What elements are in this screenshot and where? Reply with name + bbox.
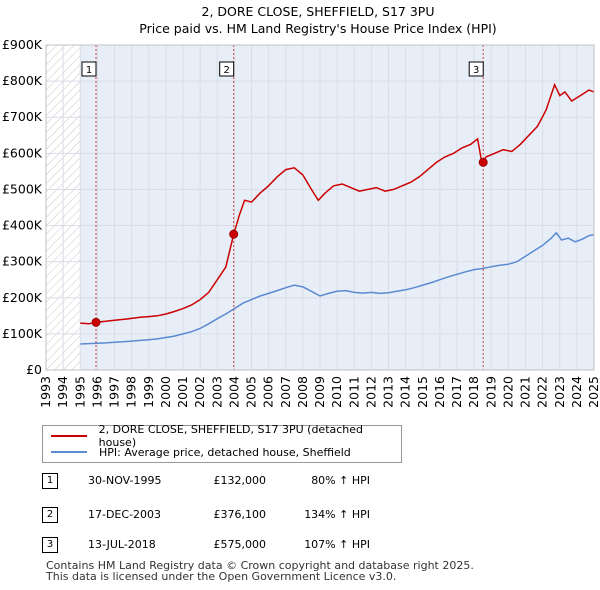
x-tick-label: 2016 xyxy=(432,376,447,408)
plot-border xyxy=(45,44,595,371)
legend-swatch-property xyxy=(51,435,87,437)
y-tick-label: £600K xyxy=(2,145,43,160)
sale-date: 30-NOV-1995 xyxy=(88,474,162,487)
legend-item-hpi: HPI: Average price, detached house, Shef… xyxy=(51,444,351,460)
hpi-series-line xyxy=(80,231,595,345)
table-row: 3 13-JUL-2018 £575,000 107% ↑ HPI xyxy=(0,534,600,556)
x-tick-label: 2014 xyxy=(398,376,413,408)
x-tick-label: 2006 xyxy=(261,376,276,408)
price-chart: 2, DORE CLOSE, SHEFFIELD, S17 3PU Price … xyxy=(2,4,600,408)
footer-line-2: This data is licensed under the Open Gov… xyxy=(46,570,397,583)
legend-label-property: 2, DORE CLOSE, SHEFFIELD, S17 3PU (detac… xyxy=(98,423,364,449)
y-tick-label: £300K xyxy=(2,254,43,269)
sale-hpi-change: 80% ↑ HPI xyxy=(311,474,370,487)
x-tick-label: 2022 xyxy=(535,376,550,408)
sale-label-text: 1 xyxy=(86,65,92,76)
sale-hpi-change: 107% ↑ HPI xyxy=(304,538,370,551)
sale-price: £376,100 xyxy=(213,508,267,521)
y-tick-label: £500K xyxy=(2,181,43,196)
x-tick-label: 1993 xyxy=(38,376,53,408)
x-tick-label: 2007 xyxy=(278,376,293,408)
sale-label-text: 2 xyxy=(224,65,230,76)
x-tick-label: 2021 xyxy=(518,376,533,408)
y-tick-label: £400K xyxy=(2,218,43,233)
footer-attribution: Contains HM Land Registry data © Crown c… xyxy=(46,560,474,582)
sale-number-badge: 1 xyxy=(42,473,58,489)
table-row: 2 17-DEC-2003 £376,100 134% ↑ HPI xyxy=(0,504,600,526)
legend-swatch-hpi xyxy=(51,451,87,453)
x-tick-label: 1996 xyxy=(89,376,104,408)
x-tick-label: 2011 xyxy=(346,376,361,408)
x-tick-label: 1998 xyxy=(124,376,139,408)
sale-label-box xyxy=(219,61,235,77)
chart-subtitle: Price paid vs. HM Land Registry's House … xyxy=(139,21,496,36)
x-tick-label: 2023 xyxy=(552,376,567,408)
sale-point xyxy=(229,229,239,239)
x-tick-label: 2013 xyxy=(381,376,396,408)
chart-legend: 2, DORE CLOSE, SHEFFIELD, S17 3PU (detac… xyxy=(42,423,402,463)
y-tick-label: £100K xyxy=(2,326,43,341)
legend-label-hpi: HPI: Average price, detached house, Shef… xyxy=(99,445,351,459)
x-tick-label: 2010 xyxy=(329,376,344,408)
sale-label-box xyxy=(81,61,97,77)
x-tick-label: 2024 xyxy=(569,376,584,408)
x-tick-label: 2002 xyxy=(192,376,207,408)
y-tick-label: £200K xyxy=(2,290,43,305)
sale-number-badge: 2 xyxy=(42,507,58,523)
x-tick-label: 2008 xyxy=(295,376,310,408)
x-tick-label: 1994 xyxy=(55,376,70,408)
x-tick-label: 1997 xyxy=(107,376,122,408)
x-tick-label: 2004 xyxy=(226,376,241,408)
x-tick-label: 2025 xyxy=(586,376,600,408)
sale-number-badge: 3 xyxy=(42,537,58,553)
x-tick-label: 2012 xyxy=(363,376,378,408)
x-tick-label: 1995 xyxy=(72,376,87,408)
y-tick-label: £0 xyxy=(26,362,42,377)
x-tick-label: 2018 xyxy=(466,376,481,408)
x-tick-label: 2003 xyxy=(209,376,224,408)
x-tick-label: 2005 xyxy=(244,376,259,408)
sale-label-text: 3 xyxy=(473,65,479,76)
x-tick-label: 2009 xyxy=(312,376,327,408)
y-tick-label: £800K xyxy=(2,73,43,88)
footer-line-1: Contains HM Land Registry data © Crown c… xyxy=(46,559,474,572)
sale-point xyxy=(91,317,101,327)
sale-label-box xyxy=(468,61,484,77)
x-tick-label: 2019 xyxy=(483,376,498,408)
legend-item-property: 2, DORE CLOSE, SHEFFIELD, S17 3PU (detac… xyxy=(51,423,401,449)
sale-price: £575,000 xyxy=(213,538,267,551)
chart-title: 2, DORE CLOSE, SHEFFIELD, S17 3PU xyxy=(202,4,435,19)
x-tick-label: 2015 xyxy=(415,376,430,408)
property-series-line xyxy=(80,82,595,325)
x-tick-label: 1999 xyxy=(141,376,156,408)
sale-point xyxy=(478,157,488,167)
sale-hpi-change: 134% ↑ HPI xyxy=(304,508,370,521)
y-tick-label: £700K xyxy=(2,109,43,124)
x-tick-label: 2000 xyxy=(158,376,173,408)
x-tick-label: 2001 xyxy=(175,376,190,408)
sale-price: £132,000 xyxy=(213,474,267,487)
y-tick-label: £900K xyxy=(2,37,43,52)
x-tick-label: 2020 xyxy=(500,376,515,408)
sale-date: 13-JUL-2018 xyxy=(88,538,156,551)
x-tick-label: 2017 xyxy=(449,376,464,408)
sale-date: 17-DEC-2003 xyxy=(88,508,162,521)
table-row: 1 30-NOV-1995 £132,000 80% ↑ HPI xyxy=(0,470,600,492)
